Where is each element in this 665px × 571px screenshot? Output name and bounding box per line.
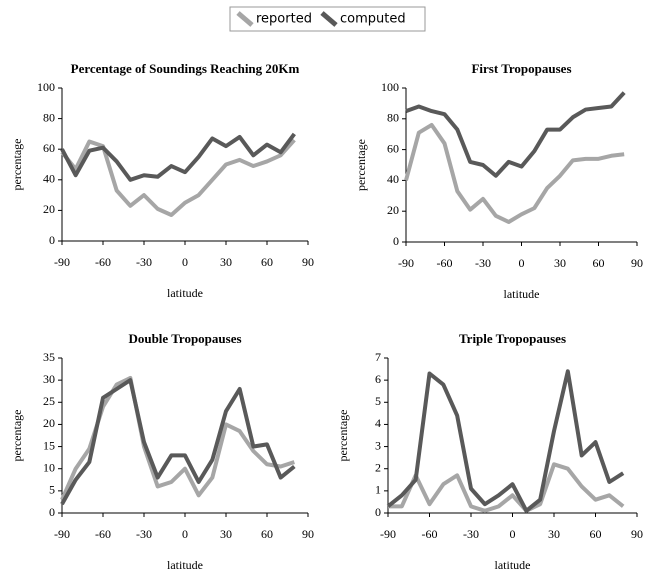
x-tick-label: 60 — [261, 255, 273, 269]
y-tick-label: 30 — [43, 372, 55, 386]
x-tick-label: -90 — [380, 527, 396, 541]
y-tick-label: 100 — [37, 80, 55, 94]
chart-title: First Tropopauses — [471, 61, 571, 76]
series-line — [388, 462, 625, 513]
y-tick-label: 35 — [43, 350, 55, 364]
x-tick-label: -30 — [463, 527, 479, 541]
legend-label: computed — [340, 12, 406, 27]
series-line — [60, 378, 296, 506]
y-tick-label: 40 — [43, 172, 55, 186]
y-axis-label: percentage — [10, 410, 24, 462]
x-tick-label: -90 — [54, 527, 70, 541]
x-tick-label: -60 — [95, 527, 111, 541]
y-tick-label: 0 — [49, 233, 55, 247]
x-tick-label: 30 — [554, 256, 566, 270]
x-axis-label: latitude — [167, 286, 203, 300]
series-line — [60, 132, 296, 182]
x-axis-label: latitude — [495, 558, 531, 571]
y-tick-label: 2 — [375, 460, 381, 474]
y-tick-label: 0 — [49, 505, 55, 519]
y-tick-label: 0 — [375, 505, 381, 519]
y-tick-label: 60 — [43, 141, 55, 155]
y-tick-label: 7 — [375, 350, 381, 364]
x-axis-label: latitude — [167, 558, 203, 571]
series-line — [405, 91, 626, 178]
y-tick-label: 3 — [375, 438, 381, 452]
legend-swatch — [236, 11, 254, 27]
y-tick-label: 10 — [43, 460, 55, 474]
y-axis-label: percentage — [10, 139, 24, 191]
y-tick-label: 0 — [393, 234, 399, 248]
x-tick-label: 0 — [182, 255, 188, 269]
legend-label: reported — [256, 12, 312, 27]
x-tick-label: 60 — [593, 256, 605, 270]
y-axis-label: percentage — [354, 139, 368, 191]
x-tick-label: -90 — [54, 255, 70, 269]
y-tick-label: 20 — [43, 202, 55, 216]
legend-swatch — [320, 11, 338, 27]
y-tick-label: 20 — [43, 416, 55, 430]
y-tick-label: 5 — [375, 394, 381, 408]
x-tick-label: 60 — [261, 527, 273, 541]
x-tick-label: -30 — [475, 256, 491, 270]
y-tick-label: 25 — [43, 394, 55, 408]
x-tick-label: 0 — [182, 527, 188, 541]
x-tick-label: 90 — [631, 256, 643, 270]
chart-title: Double Tropopauses — [128, 331, 241, 346]
y-tick-label: 5 — [49, 483, 55, 497]
y-tick-label: 20 — [387, 203, 399, 217]
y-tick-label: 100 — [381, 80, 399, 94]
series-line — [386, 369, 625, 513]
x-tick-label: 30 — [220, 527, 232, 541]
series-line — [404, 122, 625, 224]
x-tick-label: -30 — [136, 527, 152, 541]
x-tick-label: -30 — [136, 255, 152, 269]
x-axis-label: latitude — [504, 287, 540, 301]
x-tick-label: 60 — [590, 527, 602, 541]
y-tick-label: 1 — [375, 483, 381, 497]
x-tick-label: 30 — [220, 255, 232, 269]
y-tick-label: 4 — [375, 416, 381, 430]
x-tick-label: 0 — [510, 527, 516, 541]
x-tick-label: -60 — [422, 527, 438, 541]
y-axis-label: percentage — [336, 410, 350, 462]
y-tick-label: 40 — [387, 172, 399, 186]
y-tick-label: 60 — [387, 141, 399, 155]
y-tick-label: 80 — [43, 110, 55, 124]
x-tick-label: 90 — [302, 255, 314, 269]
x-tick-label: 90 — [302, 527, 314, 541]
x-tick-label: 0 — [519, 256, 525, 270]
y-tick-label: 15 — [43, 438, 55, 452]
series-line — [60, 138, 296, 217]
x-tick-label: -60 — [95, 255, 111, 269]
y-tick-label: 80 — [387, 111, 399, 125]
x-tick-label: -90 — [398, 256, 414, 270]
chart-title: Percentage of Soundings Reaching 20Km — [71, 61, 300, 76]
x-tick-label: 90 — [631, 527, 643, 541]
y-tick-label: 6 — [375, 372, 381, 386]
series-line — [60, 375, 295, 501]
x-tick-label: 30 — [548, 527, 560, 541]
x-tick-label: -60 — [437, 256, 453, 270]
chart-title: Triple Tropopauses — [459, 331, 566, 346]
